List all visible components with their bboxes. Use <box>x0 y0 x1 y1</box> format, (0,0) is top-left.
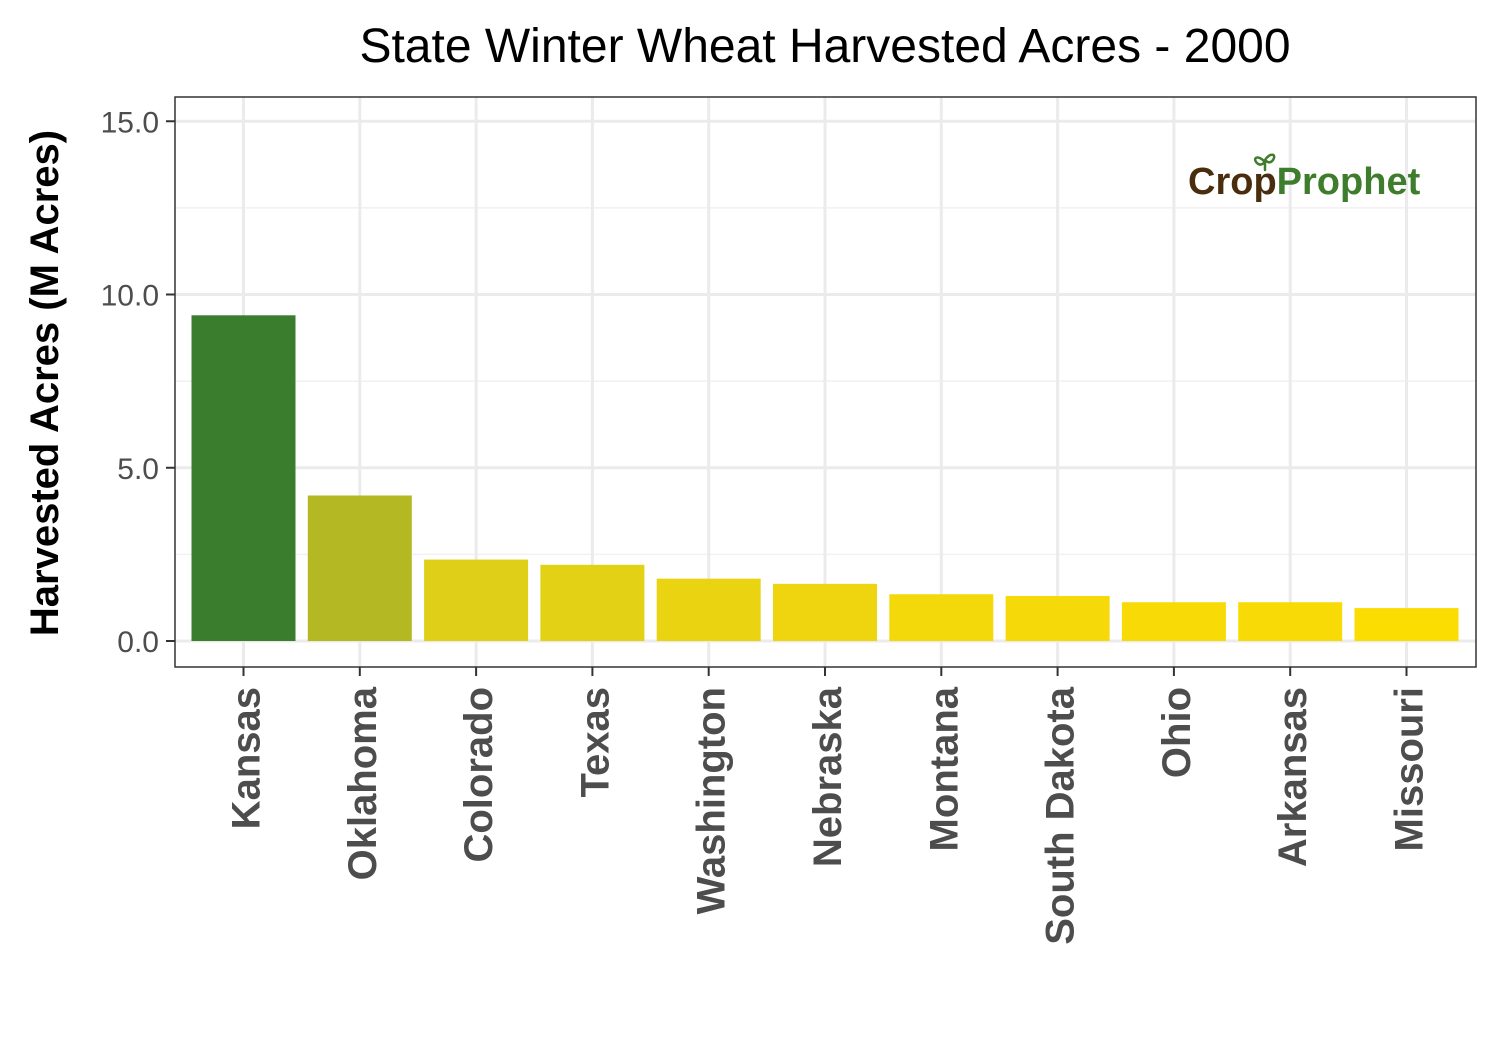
x-tick-label: Oklahoma <box>341 686 385 880</box>
logo-text-part: Prophet <box>1277 161 1421 203</box>
logo-text-part: o <box>1230 161 1253 203</box>
x-tick-label: Arkansas <box>1271 687 1315 867</box>
x-tick-label: Kansas <box>225 687 269 829</box>
x-tick-label: Texas <box>573 687 617 797</box>
y-tick-label: 15.0 <box>101 106 159 139</box>
bar <box>889 594 994 642</box>
x-tick-label: Washington <box>690 687 734 914</box>
bar <box>424 559 529 642</box>
logo-text: CropProphet <box>1188 161 1421 203</box>
bar <box>307 495 412 642</box>
chart-title: State Winter Wheat Harvested Acres - 200… <box>359 20 1290 73</box>
x-tick-label: Missouri <box>1388 687 1432 851</box>
x-axis: Kansas Oklahoma Colorado Texas Washington Neb… <box>225 667 1432 945</box>
x-tick-label: South Dakota <box>1039 686 1083 945</box>
y-axis: 0.0 5.0 10.0 15.0 <box>101 106 175 659</box>
bar <box>1005 595 1110 642</box>
bar <box>1238 602 1343 642</box>
bar <box>540 564 645 642</box>
x-tick-label: Ohio <box>1155 687 1199 778</box>
x-tick-label: Colorado <box>457 687 501 863</box>
bar <box>773 583 877 642</box>
y-tick-label: 5.0 <box>117 453 159 486</box>
bars <box>191 315 1459 642</box>
bar <box>656 578 761 642</box>
logo-text-part: Cr <box>1188 161 1230 203</box>
x-tick-label: Montana <box>922 686 966 851</box>
sprout-icon <box>1253 153 1276 172</box>
logo-text-part: p <box>1253 161 1276 203</box>
bar <box>1121 602 1226 642</box>
cropprophet-logo: CropProphet <box>1188 153 1421 203</box>
bar <box>1354 608 1459 642</box>
bar <box>191 315 296 642</box>
y-tick-label: 10.0 <box>101 280 159 313</box>
y-tick-label: 0.0 <box>117 626 159 659</box>
x-tick-label: Nebraska <box>806 686 850 867</box>
y-axis-label: Harvested Acres (M Acres) <box>23 130 67 636</box>
